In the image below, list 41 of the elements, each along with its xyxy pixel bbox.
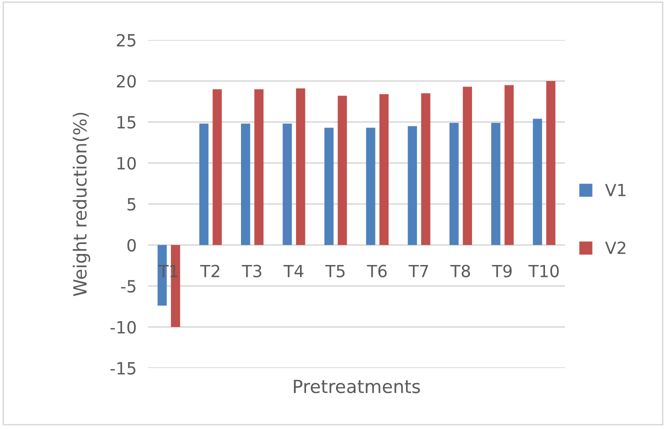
bar (379, 94, 389, 245)
bar (491, 122, 500, 245)
x-tick-label: T2 (200, 264, 220, 278)
bar (462, 86, 472, 245)
x-tick-label: T10 (528, 264, 559, 278)
bar (282, 124, 292, 245)
x-tick-label: T3 (242, 264, 262, 278)
y-tick-label: 15 (118, 116, 136, 129)
x-tick-label: T9 (492, 264, 512, 278)
bar (296, 88, 306, 245)
x-tick-label: T8 (450, 264, 470, 278)
x-tick-label: T7 (408, 264, 428, 278)
x-tick-label: T4 (284, 264, 304, 278)
y-tick-label: 5 (128, 198, 136, 211)
y-tick-label: 0 (127, 238, 136, 252)
y-tick-label: 10 (118, 156, 136, 170)
bar (366, 128, 376, 245)
bar (504, 85, 514, 245)
y-tick-label: -15 (110, 362, 136, 375)
x-axis-title: Pretreatments (294, 380, 420, 394)
bar (199, 124, 208, 245)
bar (338, 96, 347, 245)
bar (324, 128, 334, 245)
y-tick-label: 25 (116, 34, 136, 47)
y-tick-label: -10 (110, 320, 136, 334)
bar (421, 93, 430, 245)
bar (546, 81, 556, 245)
x-tick-label: T1 (158, 264, 178, 278)
bar (212, 89, 222, 245)
legend-label: V1 (605, 184, 626, 196)
y-axis-title: Weight reduction(%) (72, 112, 90, 296)
bar (408, 126, 417, 245)
bar (254, 89, 264, 245)
bar (240, 124, 250, 245)
y-tick-label: 20 (116, 74, 136, 88)
legend-label: V2 (605, 242, 626, 254)
x-tick-label: T5 (325, 264, 345, 278)
bar (449, 122, 459, 245)
x-tick-label: T6 (366, 264, 387, 278)
bar (532, 118, 542, 245)
y-tick-label: -5 (121, 280, 136, 293)
